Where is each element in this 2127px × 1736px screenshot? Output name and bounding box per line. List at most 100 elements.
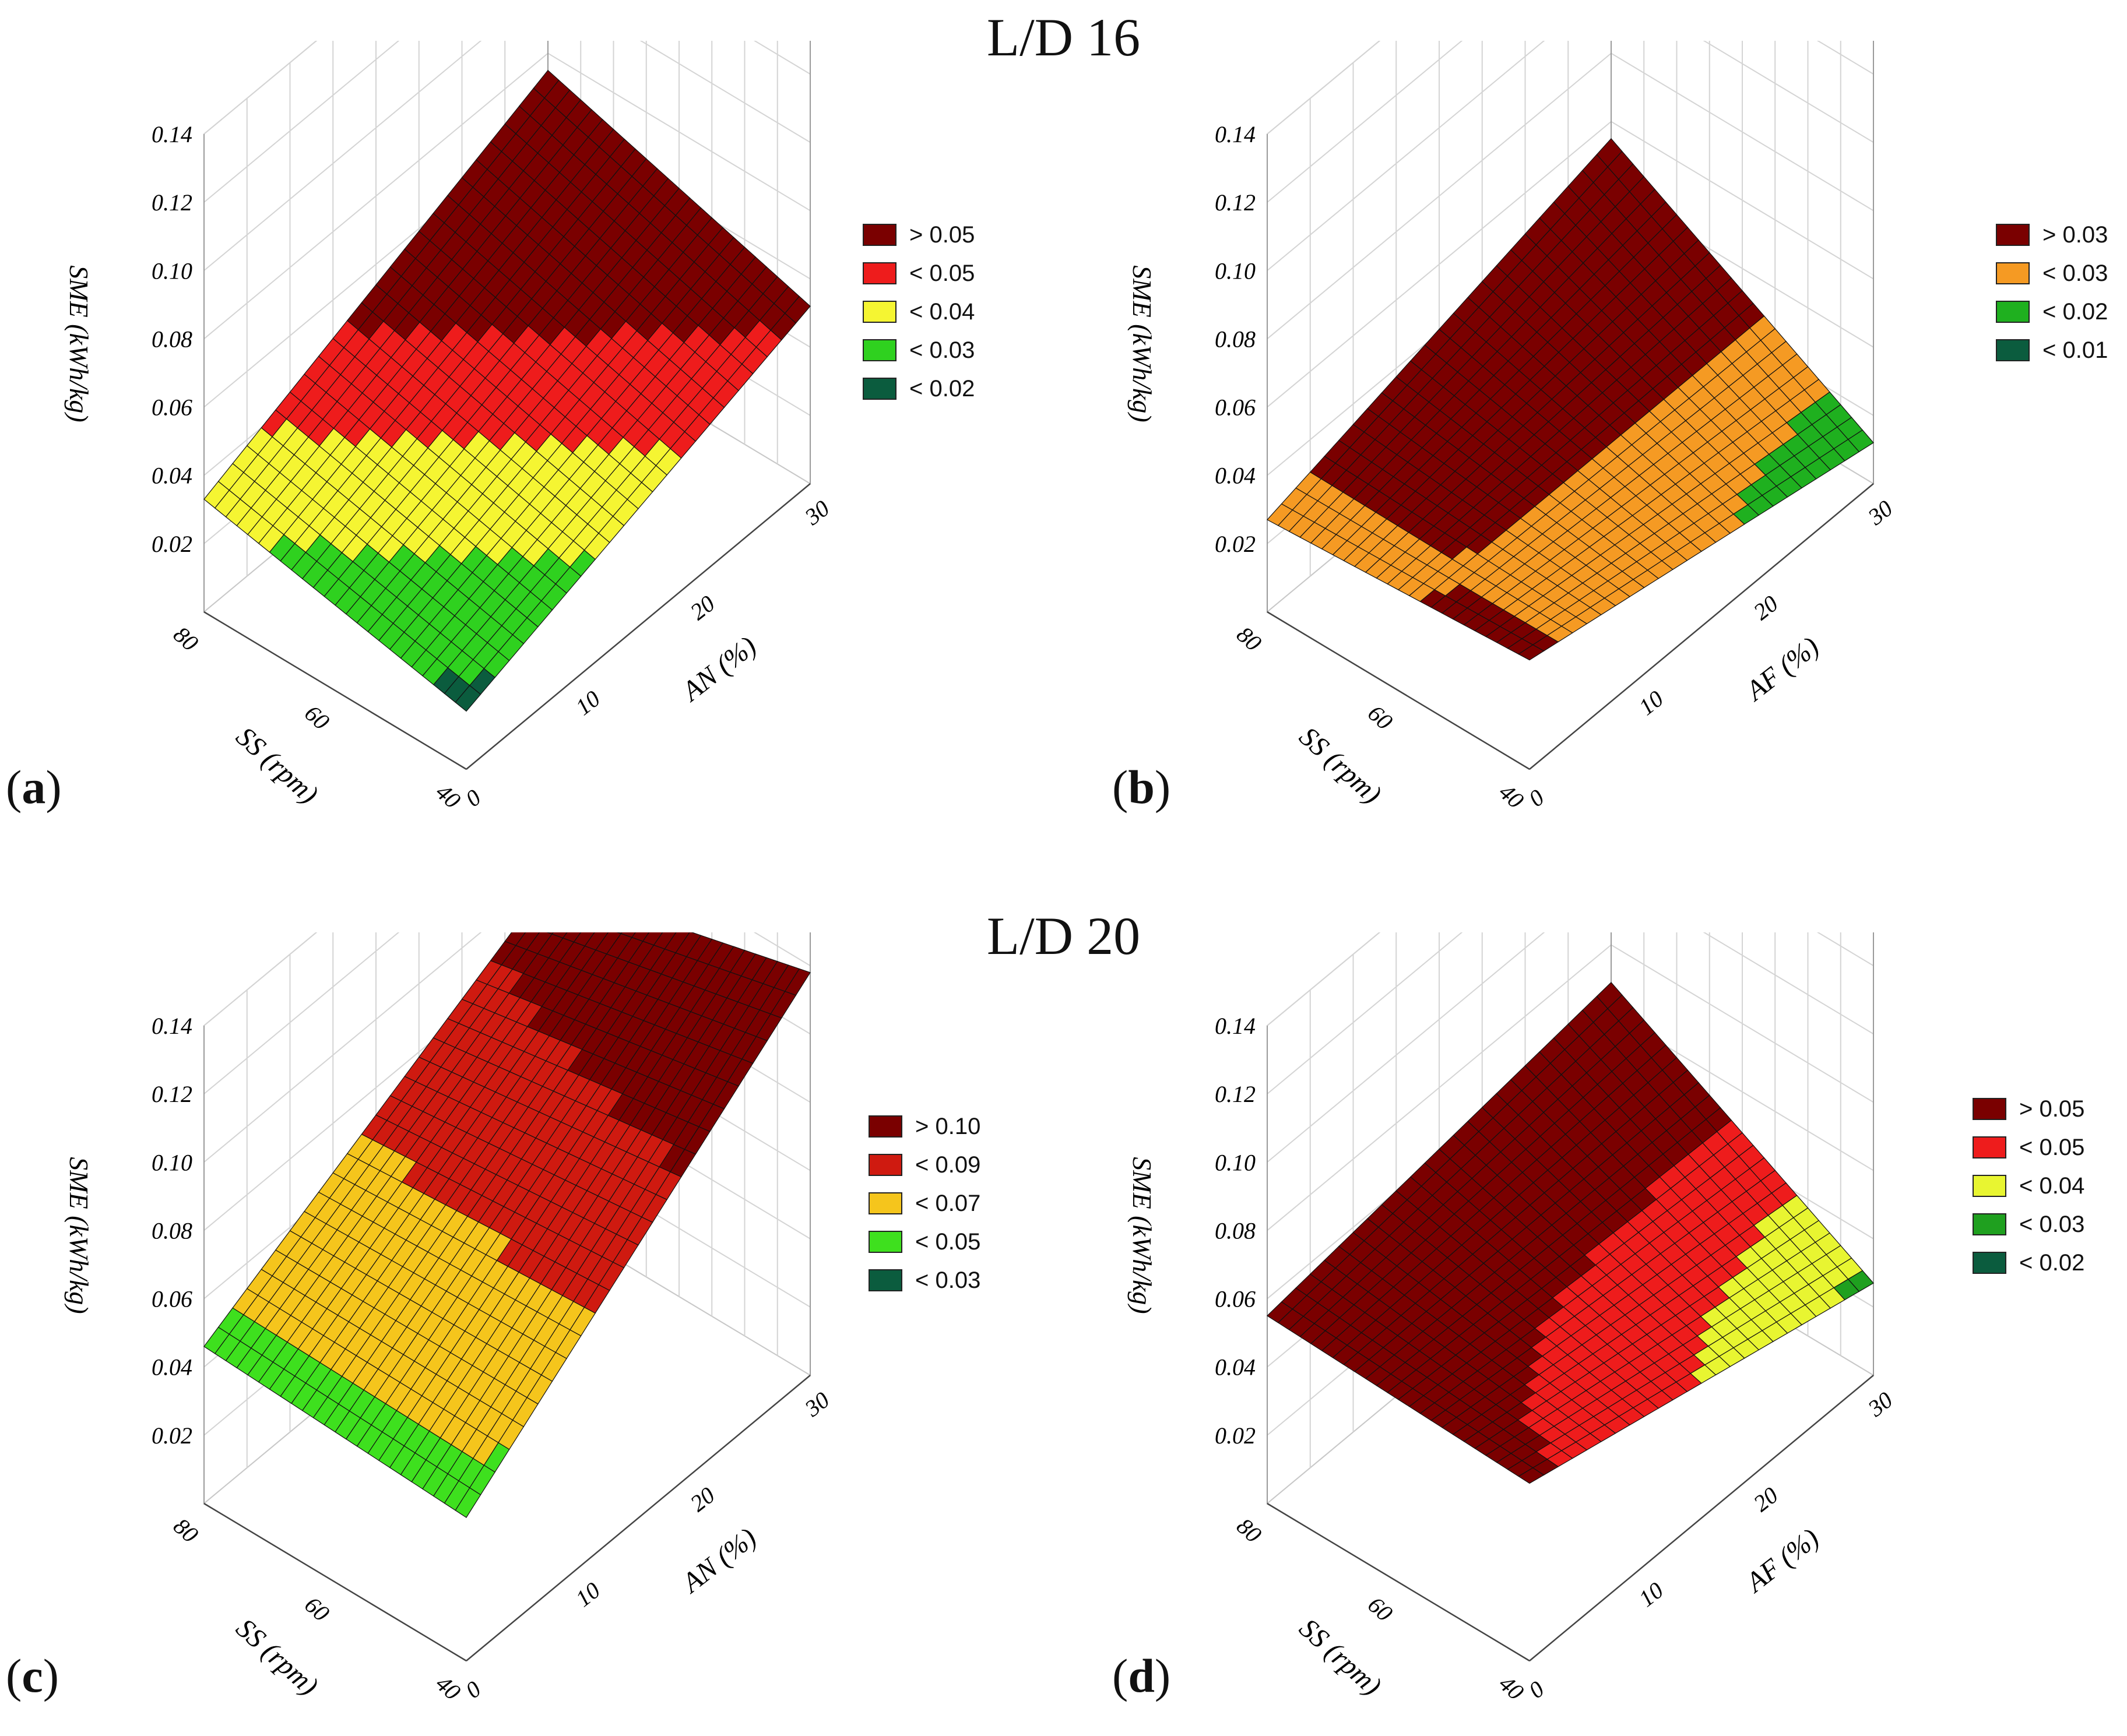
legend-swatch bbox=[863, 301, 896, 323]
legend-swatch bbox=[863, 262, 896, 284]
y-tick-label: 60 bbox=[300, 700, 335, 735]
z-gridline bbox=[203, 41, 811, 203]
x-axis-label: AF (%) bbox=[1739, 1523, 1824, 1599]
chart-panel-d: 0.02 0.04 0.06 0.08 0.10 0.12 0.14 0 10 20 30 80 60 4… bbox=[1063, 932, 2126, 1713]
z-tick-label: 0.04 bbox=[152, 1354, 192, 1381]
legend-d: > 0.05 < 0.05 < 0.04 < 0.03 < 0.02 bbox=[1973, 1090, 2084, 1282]
x-tick-label: 20 bbox=[1748, 1482, 1783, 1517]
legend-swatch bbox=[863, 378, 896, 400]
legend-item: > 0.10 bbox=[869, 1107, 980, 1146]
legend-swatch bbox=[1973, 1213, 2006, 1235]
legend-swatch bbox=[869, 1269, 902, 1291]
panel-label-b: (b) bbox=[1112, 760, 1171, 814]
legend-item: > 0.03 bbox=[1996, 216, 2108, 254]
y-axis-label: SS (rpm) bbox=[1293, 721, 1387, 810]
z-gridline bbox=[1267, 932, 1874, 1163]
legend-label: < 0.02 bbox=[2019, 1249, 2085, 1276]
surface-plot-b: 0.02 0.04 0.06 0.08 0.10 0.12 0.14 0 10 20 30 80 60 4… bbox=[1127, 41, 1897, 814]
y-tick-label: 40 bbox=[1494, 1670, 1529, 1705]
surface-cell bbox=[1847, 1270, 1874, 1292]
legend-label: < 0.03 bbox=[909, 337, 975, 363]
panel-label-letter: b bbox=[1128, 760, 1155, 814]
y-axis-label: SS (rpm) bbox=[230, 721, 324, 810]
x-tick-label: 30 bbox=[799, 495, 834, 530]
legend-swatch bbox=[869, 1231, 902, 1253]
x-tick-label: 10 bbox=[1634, 1577, 1668, 1612]
legend-swatch bbox=[1973, 1136, 2006, 1158]
legend-item: < 0.01 bbox=[1996, 331, 2108, 369]
z-axis-label: SME (kWh/kg) bbox=[64, 265, 94, 422]
legend-item: > 0.05 bbox=[863, 216, 975, 254]
z-tick-label: 0.04 bbox=[152, 463, 192, 489]
legend-item: < 0.02 bbox=[863, 369, 975, 408]
x-tick-label: 0 bbox=[1524, 784, 1549, 812]
legend-label: < 0.03 bbox=[915, 1267, 981, 1293]
x-axis-line bbox=[466, 483, 811, 770]
z-axis-label: SME (kWh/kg) bbox=[64, 1157, 94, 1314]
z-tick-label: 0.12 bbox=[1215, 189, 1256, 216]
z-tick-label: 0.10 bbox=[152, 258, 192, 284]
chart-panel-b: 0.02 0.04 0.06 0.08 0.10 0.12 0.14 0 10 20 30 80 60 4… bbox=[1063, 41, 2126, 822]
y-axis-line bbox=[203, 611, 467, 770]
x-tick-label: 30 bbox=[1862, 1386, 1897, 1422]
y-axis-line bbox=[1267, 611, 1530, 770]
x-tick-label: 30 bbox=[1862, 495, 1897, 530]
x-tick-label: 20 bbox=[685, 1482, 719, 1517]
legend-swatch bbox=[1973, 1098, 2006, 1120]
z-tick-label: 0.14 bbox=[1215, 121, 1256, 147]
y-tick-label: 80 bbox=[168, 1513, 203, 1548]
legend-item: < 0.05 bbox=[863, 254, 975, 293]
x-tick-label: 10 bbox=[1634, 685, 1668, 720]
legend-swatch bbox=[1973, 1175, 2006, 1197]
chart-panel-a: 0.02 0.04 0.06 0.08 0.10 0.12 0.14 0 10 20 30 80 60 4… bbox=[0, 41, 1063, 822]
legend-label: > 0.03 bbox=[2042, 221, 2108, 248]
y-tick-label: 60 bbox=[1363, 1591, 1398, 1626]
x-tick-label: 20 bbox=[685, 590, 719, 625]
panel-label-letter: c bbox=[22, 1649, 43, 1702]
y-tick-label: 40 bbox=[431, 1670, 466, 1705]
y-tick-label: 80 bbox=[168, 621, 203, 656]
y-tick-label: 60 bbox=[1363, 700, 1398, 735]
legend-label: < 0.01 bbox=[2042, 337, 2108, 363]
z-axis-label: SME (kWh/kg) bbox=[1127, 1157, 1157, 1314]
surface-cell bbox=[504, 932, 526, 946]
legend-swatch bbox=[869, 1115, 902, 1138]
y-tick-label: 40 bbox=[1494, 779, 1529, 814]
z-gridline bbox=[1267, 932, 1874, 1094]
z-tick-label: 0.06 bbox=[152, 395, 192, 421]
z-tick-label: 0.10 bbox=[1215, 258, 1256, 284]
x-axis-label: AF (%) bbox=[1739, 631, 1824, 707]
x-tick-label: 30 bbox=[799, 1386, 834, 1422]
z-tick-label: 0.02 bbox=[152, 1422, 192, 1449]
surface-cell bbox=[653, 932, 677, 950]
surface-mesh bbox=[1267, 981, 1874, 1484]
z-axis-label: SME (kWh/kg) bbox=[1127, 265, 1157, 422]
surface-plot-c: 0.02 0.04 0.06 0.08 0.10 0.12 0.14 0 10 20 30 80 60 4… bbox=[64, 932, 834, 1705]
z-tick-label: 0.06 bbox=[1215, 1286, 1256, 1312]
z-gridline bbox=[203, 932, 811, 1094]
z-tick-label: 0.02 bbox=[152, 531, 192, 557]
surface-cell bbox=[784, 295, 811, 324]
z-tick-label: 0.08 bbox=[152, 1217, 192, 1244]
legend-item: < 0.04 bbox=[863, 293, 975, 331]
z-tick-label: 0.14 bbox=[152, 1013, 192, 1039]
legend-swatch bbox=[1973, 1252, 2006, 1274]
x-tick-label: 0 bbox=[460, 1675, 486, 1703]
y-tick-label: 60 bbox=[300, 1591, 335, 1626]
panel-label-letter: a bbox=[22, 760, 46, 814]
z-tick-label: 0.12 bbox=[1215, 1081, 1256, 1107]
surface-mesh bbox=[1267, 138, 1874, 661]
legend-swatch bbox=[1996, 339, 2030, 361]
legend-item: < 0.09 bbox=[869, 1146, 980, 1184]
legend-item: < 0.05 bbox=[869, 1223, 980, 1261]
legend-item: < 0.03 bbox=[869, 1261, 980, 1300]
group-title-ld20: L/D 20 bbox=[986, 906, 1141, 966]
x-axis-label: AN (%) bbox=[675, 1522, 762, 1600]
legend-label: > 0.05 bbox=[2019, 1096, 2085, 1122]
legend-label: < 0.02 bbox=[2042, 298, 2108, 325]
surface-cell bbox=[631, 932, 650, 942]
z-tick-label: 0.06 bbox=[1215, 395, 1256, 421]
legend-swatch bbox=[1996, 262, 2030, 284]
z-tick-label: 0.02 bbox=[1215, 1422, 1256, 1449]
legend-item: < 0.04 bbox=[1973, 1167, 2084, 1205]
